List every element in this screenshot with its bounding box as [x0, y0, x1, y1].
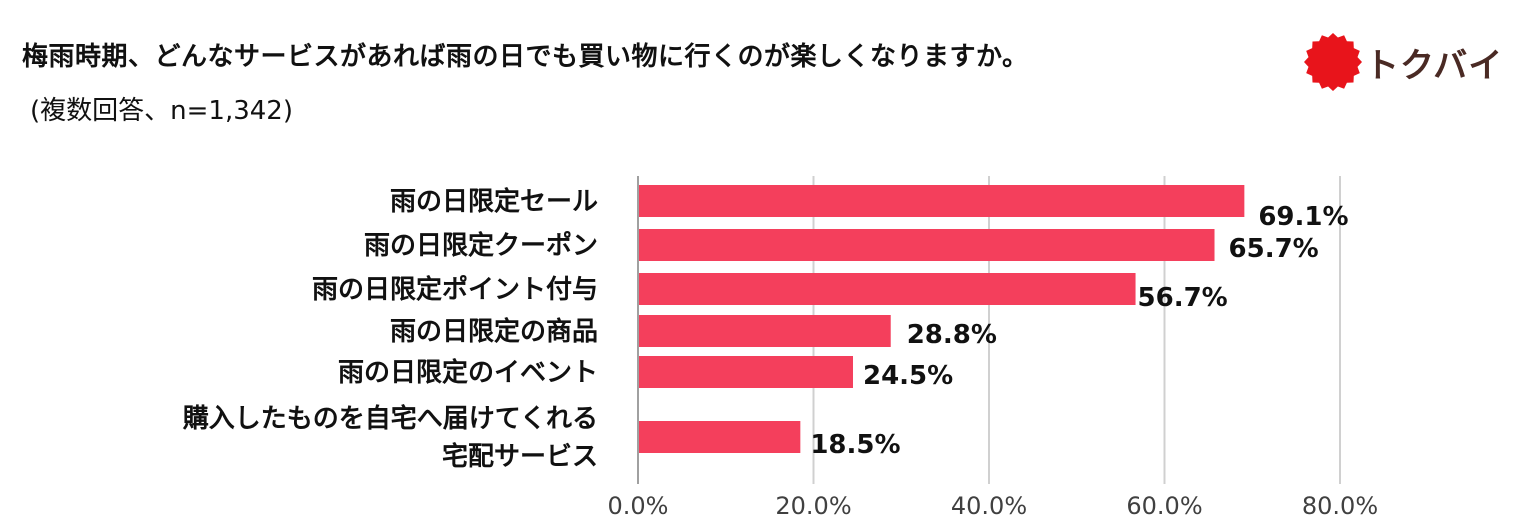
- bar: [638, 356, 853, 388]
- category-label: 雨の日限定セール: [390, 186, 598, 217]
- x-tick-label: 40.0%: [951, 492, 1027, 520]
- category-label: 雨の日限定ポイント付与: [312, 274, 598, 305]
- x-tick-label: 0.0%: [608, 492, 669, 520]
- x-tick-label: 20.0%: [775, 492, 851, 520]
- category-label: 雨の日限定のイベント: [338, 357, 598, 388]
- data-label: 24.5%: [863, 361, 953, 391]
- category-label: 雨の日限定の商品: [390, 316, 598, 347]
- category-label: 雨の日限定クーポン: [364, 230, 598, 261]
- tokubai-logo: トクバイ: [1303, 30, 1503, 94]
- data-label: 65.7%: [1229, 234, 1319, 264]
- chart-subtitle: (複数回答、n=1,342): [30, 96, 293, 126]
- data-label: 56.7%: [1138, 283, 1228, 313]
- data-label: 69.1%: [1258, 202, 1348, 232]
- x-tick-label: 80.0%: [1302, 492, 1378, 520]
- bar: [638, 421, 801, 453]
- bar: [638, 185, 1245, 217]
- chart-title: 梅雨時期、どんなサービスがあれば雨の日でも買い物に行くのが楽しくなりますか。: [22, 42, 1029, 72]
- x-tick-label: 60.0%: [1126, 492, 1202, 520]
- logo-mark-icon: [1304, 33, 1362, 91]
- bar: [638, 273, 1136, 305]
- data-label: 18.5%: [810, 430, 900, 460]
- category-label: 購入したものを自宅へ届けてくれる宅配サービス: [183, 403, 598, 472]
- data-label: 28.8%: [907, 320, 997, 350]
- logo-text: トクバイ: [1365, 46, 1504, 86]
- bar: [638, 315, 891, 347]
- bar: [638, 229, 1215, 261]
